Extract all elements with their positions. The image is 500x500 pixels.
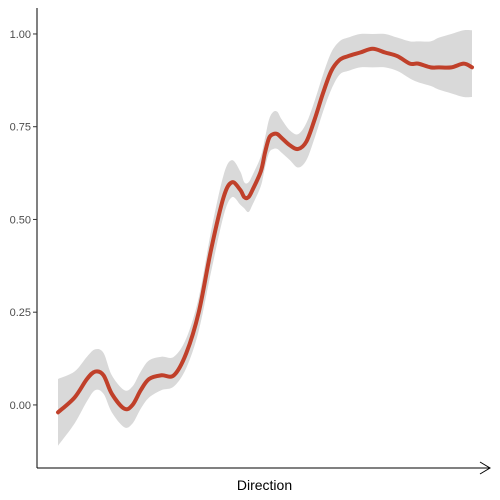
confidence-band-layer bbox=[58, 29, 472, 446]
y-tick-label: 0.50 bbox=[10, 214, 31, 226]
y-tick-label: 0.75 bbox=[10, 122, 31, 134]
y-tick-label: 0.25 bbox=[10, 307, 31, 319]
x-axis-arrow-icon bbox=[479, 461, 491, 475]
x-axis-title: Direction bbox=[237, 477, 292, 493]
axes bbox=[36, 8, 491, 475]
y-tick-label: 1.00 bbox=[10, 29, 31, 41]
y-tick-label: 0.00 bbox=[10, 400, 31, 412]
confidence-band bbox=[58, 29, 472, 446]
trend-line bbox=[56, 46, 474, 415]
trend-line-layer bbox=[56, 46, 474, 415]
y-axis-ticks: 0.00 0.25 0.50 0.75 1.00 bbox=[10, 29, 37, 412]
